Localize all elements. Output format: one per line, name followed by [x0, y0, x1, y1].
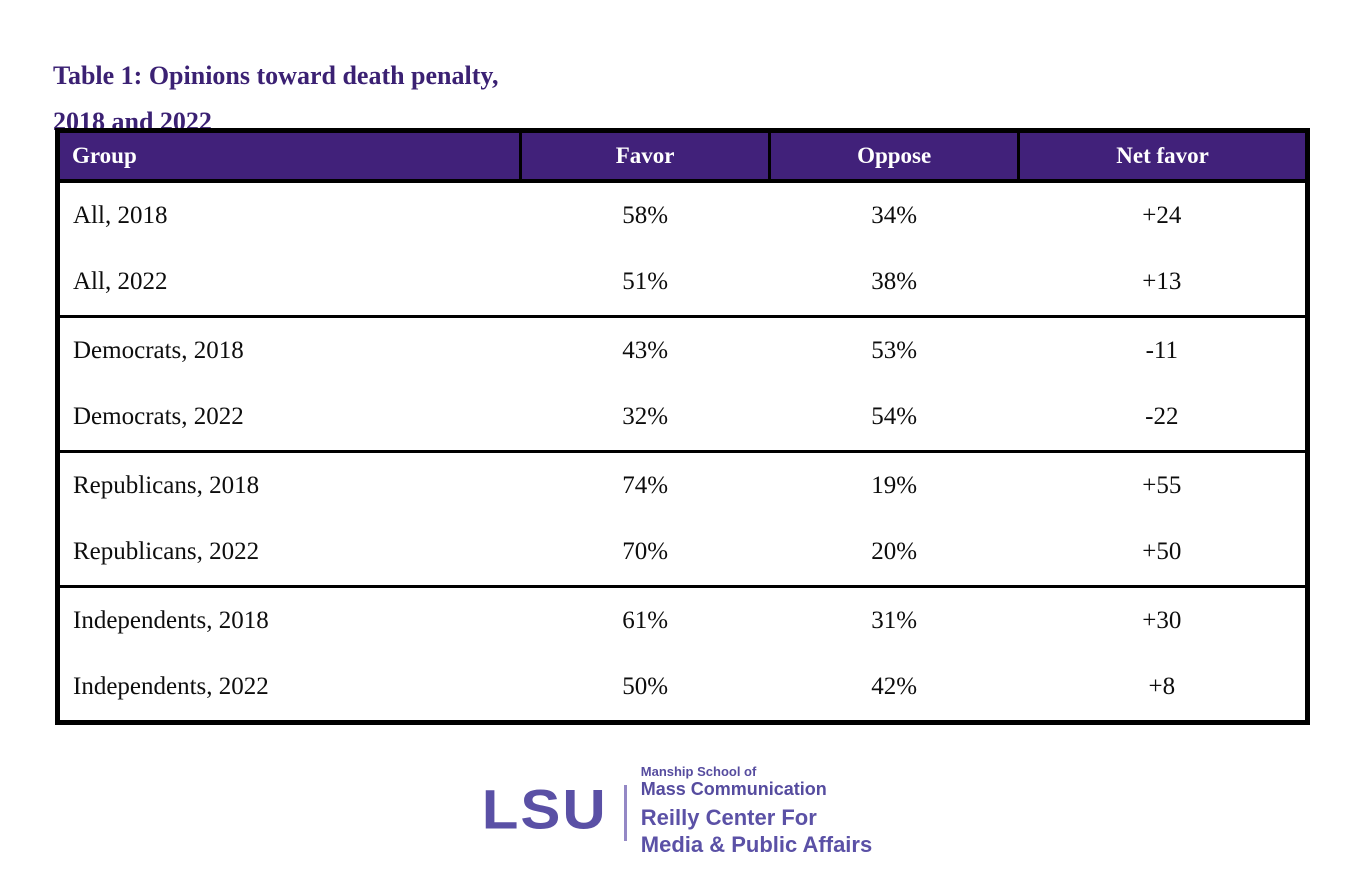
cell-oppose: 19%	[871, 472, 918, 499]
org-line-reilly-center: Reilly Center For	[640, 805, 817, 830]
cell-group: Independents, 2018	[73, 607, 269, 634]
table-row: Republicans, 2022 70% 20% +50	[60, 519, 1305, 588]
cell-group: All, 2018	[73, 202, 168, 229]
bottom-rule	[30, 864, 1332, 867]
footer-logo: LSU Manship School of Mass Communication…	[0, 762, 1354, 858]
org-line-mass-communication: Mass Communication	[640, 779, 827, 799]
cell-favor: 70%	[520, 519, 770, 588]
cell-oppose: 20%	[769, 519, 1019, 588]
cell-net-favor: +30	[1142, 607, 1182, 634]
table-row: All, 2018 58% 34% +24	[60, 181, 1305, 249]
cell-group: Republicans, 2022	[60, 519, 521, 588]
table-row: All, 2022 51% 38% +13	[60, 249, 1305, 318]
org-line-manship: Manship School of	[640, 764, 757, 779]
column-header-group: Group	[60, 133, 521, 183]
cell-oppose: 31%	[871, 607, 918, 634]
table-row: Independents, 2022 50% 42% +8	[60, 654, 1305, 720]
opinion-table: Group Favor Oppose Net favor All, 2018 5…	[60, 133, 1305, 720]
opinion-table-frame: Group Favor Oppose Net favor All, 2018 5…	[55, 128, 1310, 725]
cell-net-favor: +55	[1142, 472, 1182, 499]
cell-oppose: 53%	[871, 337, 918, 364]
column-header-oppose: Oppose	[768, 133, 1019, 183]
table-row: Democrats, 2022 32% 54% -22	[60, 384, 1305, 453]
cell-group: Independents, 2022	[73, 673, 269, 700]
cell-net-favor: +24	[1142, 202, 1182, 229]
table-row: Democrats, 2018 43% 53% -11	[60, 317, 1305, 385]
cell-group: Republicans, 2018	[73, 472, 260, 499]
cell-oppose: 54%	[769, 384, 1019, 453]
logo-divider	[623, 785, 627, 841]
cell-net-favor: +8	[1148, 673, 1176, 700]
cell-favor: 43%	[622, 337, 669, 364]
cell-net-favor: +50	[1018, 519, 1305, 588]
cell-favor: 50%	[622, 673, 669, 700]
lsu-logo: LSU	[481, 778, 608, 841]
cell-favor: 32%	[520, 384, 770, 453]
cell-favor: 74%	[622, 472, 669, 499]
table-title-line1: Table 1: Opinions toward death penalty,	[53, 61, 499, 91]
cell-oppose: 34%	[871, 202, 918, 229]
cell-favor: 61%	[622, 607, 669, 634]
table-row: Independents, 2018 61% 31% +30	[60, 587, 1305, 655]
cell-group: Democrats, 2022	[60, 384, 521, 453]
table-row: Republicans, 2018 74% 19% +55	[60, 452, 1305, 520]
cell-group: All, 2022	[60, 249, 521, 318]
cell-net-favor: -11	[1145, 337, 1179, 364]
cell-favor: 58%	[622, 202, 669, 229]
org-line-media-public-affairs: Media & Public Affairs	[640, 832, 873, 857]
cell-net-favor: +13	[1018, 249, 1305, 318]
column-header-net-favor: Net favor	[1017, 133, 1305, 183]
table-header-row: Group Favor Oppose Net favor	[60, 133, 1305, 183]
cell-group: Democrats, 2018	[73, 337, 244, 364]
cell-favor: 51%	[520, 249, 770, 318]
column-header-favor: Favor	[519, 133, 770, 183]
org-name-block: Manship School of Mass Communication Rei…	[641, 762, 872, 858]
table-title: Table 1: Opinions toward death penalty, …	[53, 53, 498, 145]
cell-oppose: 42%	[871, 673, 918, 700]
cell-oppose: 38%	[769, 249, 1019, 318]
cell-net-favor: -22	[1018, 384, 1305, 453]
